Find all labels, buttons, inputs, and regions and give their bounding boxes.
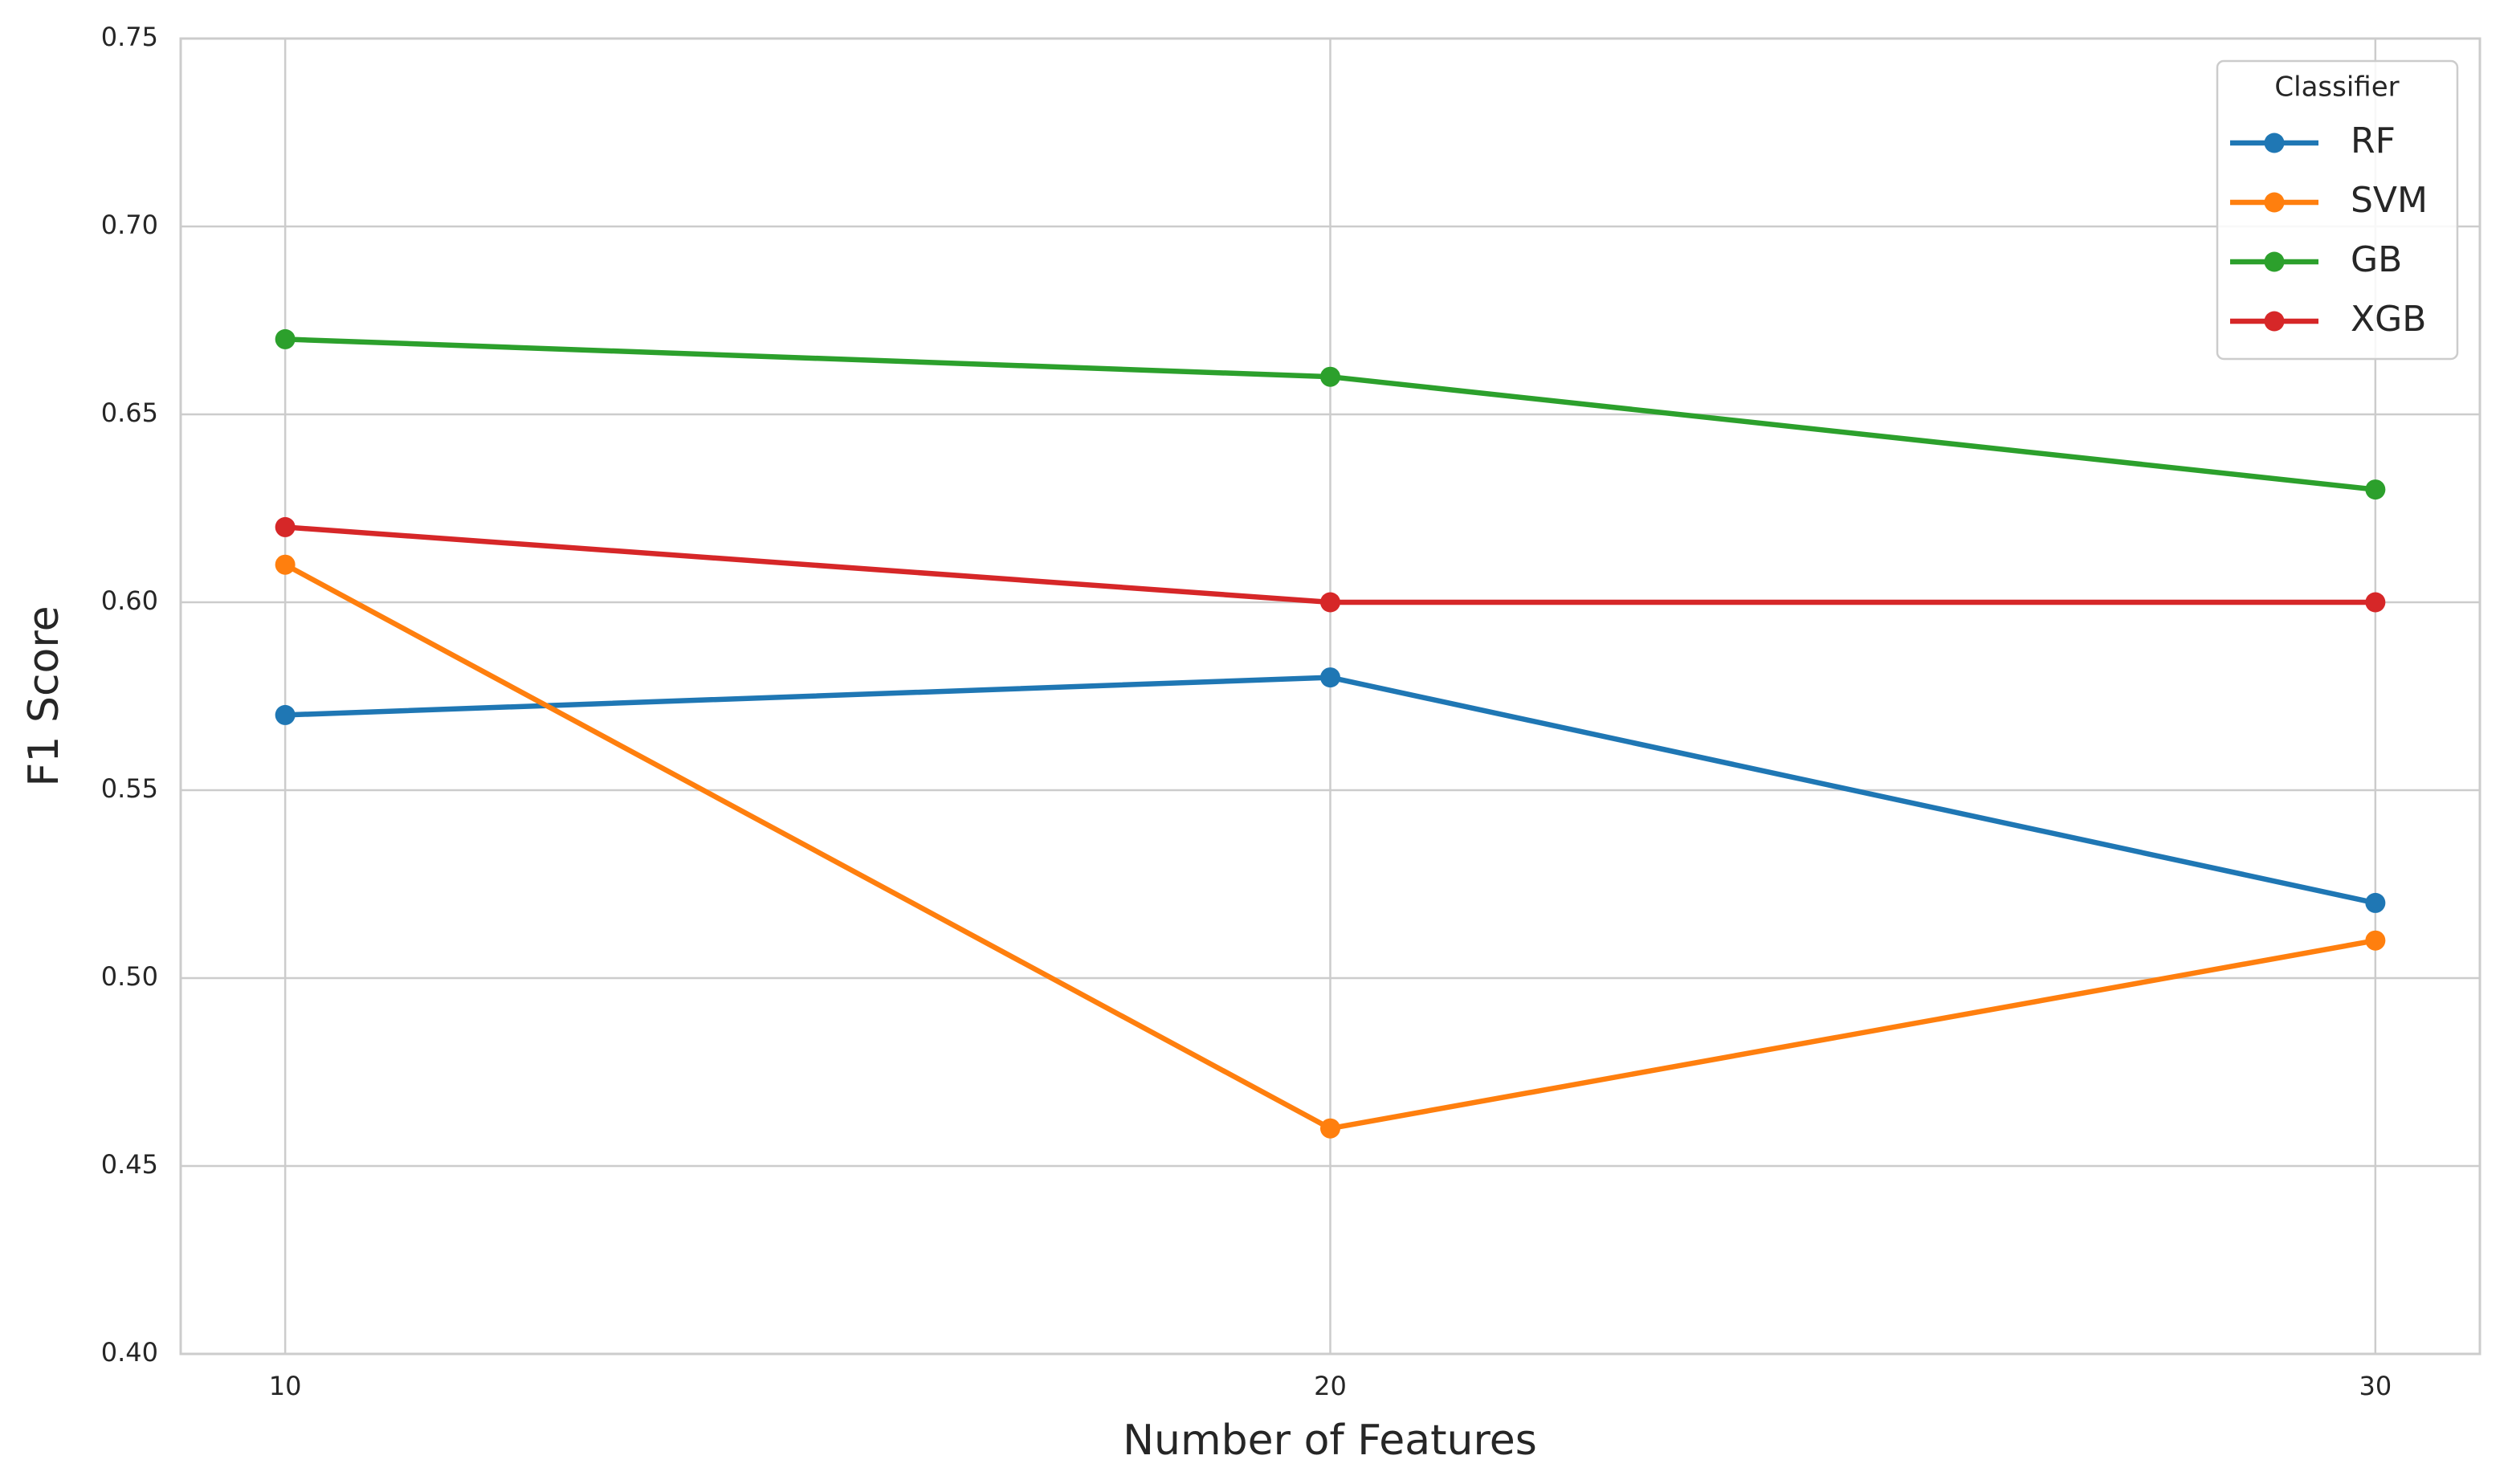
data-point — [275, 704, 296, 725]
y-tick-label: 0.70 — [101, 210, 158, 240]
data-point — [1320, 592, 1340, 613]
legend-marker — [2264, 311, 2285, 332]
plot-area — [275, 328, 2386, 1139]
legend-label: XGB — [2351, 299, 2426, 340]
legend: Classifier RF SVM GB XGB — [2216, 59, 2459, 361]
data-point — [2365, 479, 2386, 500]
data-point — [1320, 366, 1340, 387]
legend-label: RF — [2351, 120, 2396, 161]
x-tick-label: 20 — [1314, 1371, 1347, 1401]
legend-marker — [2264, 132, 2285, 153]
data-point — [275, 328, 296, 349]
y-tick-label: 0.40 — [101, 1337, 158, 1368]
legend-marker — [2264, 251, 2285, 272]
data-point — [275, 516, 296, 537]
x-tick-label: 30 — [2359, 1371, 2392, 1401]
y-tick-label: 0.50 — [101, 961, 158, 992]
y-tick-label: 0.45 — [101, 1149, 158, 1180]
y-tick-label: 0.75 — [101, 22, 158, 52]
x-tick-label: 10 — [269, 1371, 302, 1401]
y-tick-label: 0.65 — [101, 398, 158, 428]
legend-label: SVM — [2351, 180, 2428, 221]
data-point — [2365, 930, 2386, 951]
plot-frame — [179, 37, 2481, 1356]
data-point — [1320, 1118, 1340, 1139]
y-tick-label: 0.55 — [101, 773, 158, 804]
data-point — [2365, 592, 2386, 613]
legend-title: Classifier — [2274, 71, 2399, 104]
y-tick-label: 0.60 — [101, 585, 158, 616]
data-point — [1320, 667, 1340, 688]
x-axis-label: Number of Features — [1123, 1417, 1537, 1465]
data-point — [2365, 892, 2386, 913]
legend-marker — [2264, 192, 2285, 213]
legend-label: GB — [2351, 239, 2402, 280]
y-axis-label: F1 Score — [20, 605, 68, 786]
data-point — [275, 554, 296, 575]
